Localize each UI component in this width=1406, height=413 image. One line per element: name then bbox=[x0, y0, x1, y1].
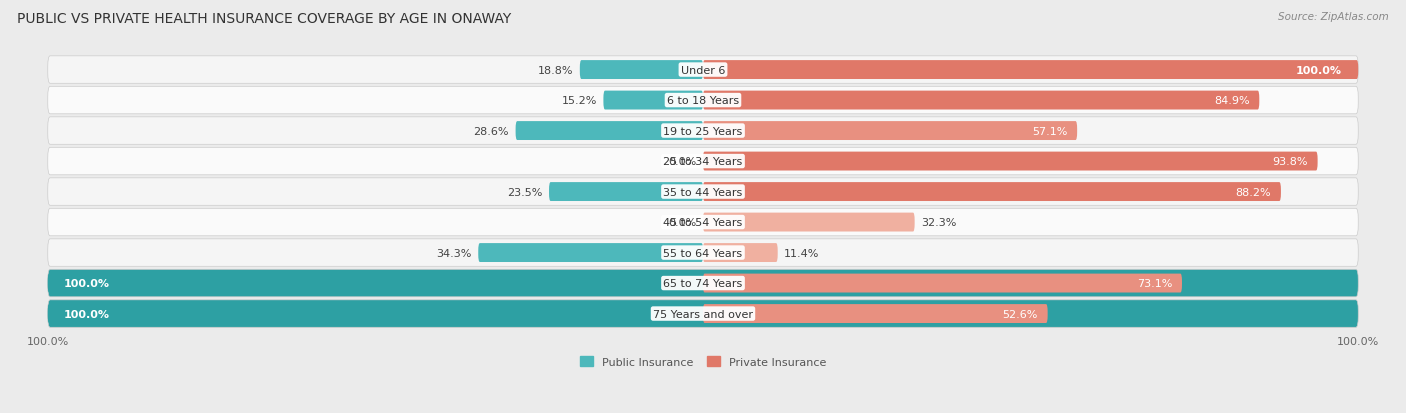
Text: 18.8%: 18.8% bbox=[537, 65, 574, 76]
Text: 100.0%: 100.0% bbox=[1296, 65, 1341, 76]
Text: 84.9%: 84.9% bbox=[1213, 96, 1250, 106]
Text: 0.0%: 0.0% bbox=[668, 218, 696, 228]
Text: 88.2%: 88.2% bbox=[1236, 187, 1271, 197]
Text: Source: ZipAtlas.com: Source: ZipAtlas.com bbox=[1278, 12, 1389, 22]
Text: Under 6: Under 6 bbox=[681, 65, 725, 76]
FancyBboxPatch shape bbox=[703, 304, 1047, 323]
FancyBboxPatch shape bbox=[548, 183, 703, 202]
FancyBboxPatch shape bbox=[516, 122, 703, 141]
FancyBboxPatch shape bbox=[703, 152, 1317, 171]
Text: PUBLIC VS PRIVATE HEALTH INSURANCE COVERAGE BY AGE IN ONAWAY: PUBLIC VS PRIVATE HEALTH INSURANCE COVER… bbox=[17, 12, 512, 26]
FancyBboxPatch shape bbox=[48, 178, 1358, 206]
Text: 57.1%: 57.1% bbox=[1032, 126, 1067, 136]
Text: 65 to 74 Years: 65 to 74 Years bbox=[664, 278, 742, 288]
Text: 32.3%: 32.3% bbox=[921, 218, 956, 228]
Text: 11.4%: 11.4% bbox=[785, 248, 820, 258]
FancyBboxPatch shape bbox=[48, 87, 1358, 114]
Text: 19 to 25 Years: 19 to 25 Years bbox=[664, 126, 742, 136]
FancyBboxPatch shape bbox=[703, 183, 1281, 202]
Text: 0.0%: 0.0% bbox=[668, 157, 696, 167]
Text: 23.5%: 23.5% bbox=[508, 187, 543, 197]
FancyBboxPatch shape bbox=[48, 118, 1358, 145]
FancyBboxPatch shape bbox=[48, 148, 1358, 176]
Text: 75 Years and over: 75 Years and over bbox=[652, 309, 754, 319]
FancyBboxPatch shape bbox=[703, 61, 1358, 80]
Text: 100.0%: 100.0% bbox=[65, 309, 110, 319]
Text: 15.2%: 15.2% bbox=[561, 96, 598, 106]
FancyBboxPatch shape bbox=[703, 91, 1260, 110]
FancyBboxPatch shape bbox=[579, 61, 703, 80]
Legend: Public Insurance, Private Insurance: Public Insurance, Private Insurance bbox=[575, 352, 831, 371]
FancyBboxPatch shape bbox=[48, 304, 703, 323]
Text: 55 to 64 Years: 55 to 64 Years bbox=[664, 248, 742, 258]
FancyBboxPatch shape bbox=[48, 270, 1358, 297]
Text: 73.1%: 73.1% bbox=[1137, 278, 1173, 288]
FancyBboxPatch shape bbox=[48, 239, 1358, 267]
FancyBboxPatch shape bbox=[478, 244, 703, 262]
FancyBboxPatch shape bbox=[703, 213, 915, 232]
FancyBboxPatch shape bbox=[48, 274, 703, 293]
Text: 6 to 18 Years: 6 to 18 Years bbox=[666, 96, 740, 106]
Text: 52.6%: 52.6% bbox=[1002, 309, 1038, 319]
Text: 35 to 44 Years: 35 to 44 Years bbox=[664, 187, 742, 197]
FancyBboxPatch shape bbox=[48, 57, 1358, 84]
Text: 34.3%: 34.3% bbox=[436, 248, 471, 258]
FancyBboxPatch shape bbox=[48, 209, 1358, 236]
Text: 100.0%: 100.0% bbox=[65, 278, 110, 288]
FancyBboxPatch shape bbox=[603, 91, 703, 110]
Text: 28.6%: 28.6% bbox=[474, 126, 509, 136]
Text: 93.8%: 93.8% bbox=[1272, 157, 1308, 167]
FancyBboxPatch shape bbox=[703, 274, 1182, 293]
Text: 25 to 34 Years: 25 to 34 Years bbox=[664, 157, 742, 167]
FancyBboxPatch shape bbox=[48, 300, 1358, 328]
FancyBboxPatch shape bbox=[703, 122, 1077, 141]
FancyBboxPatch shape bbox=[703, 244, 778, 262]
Text: 45 to 54 Years: 45 to 54 Years bbox=[664, 218, 742, 228]
